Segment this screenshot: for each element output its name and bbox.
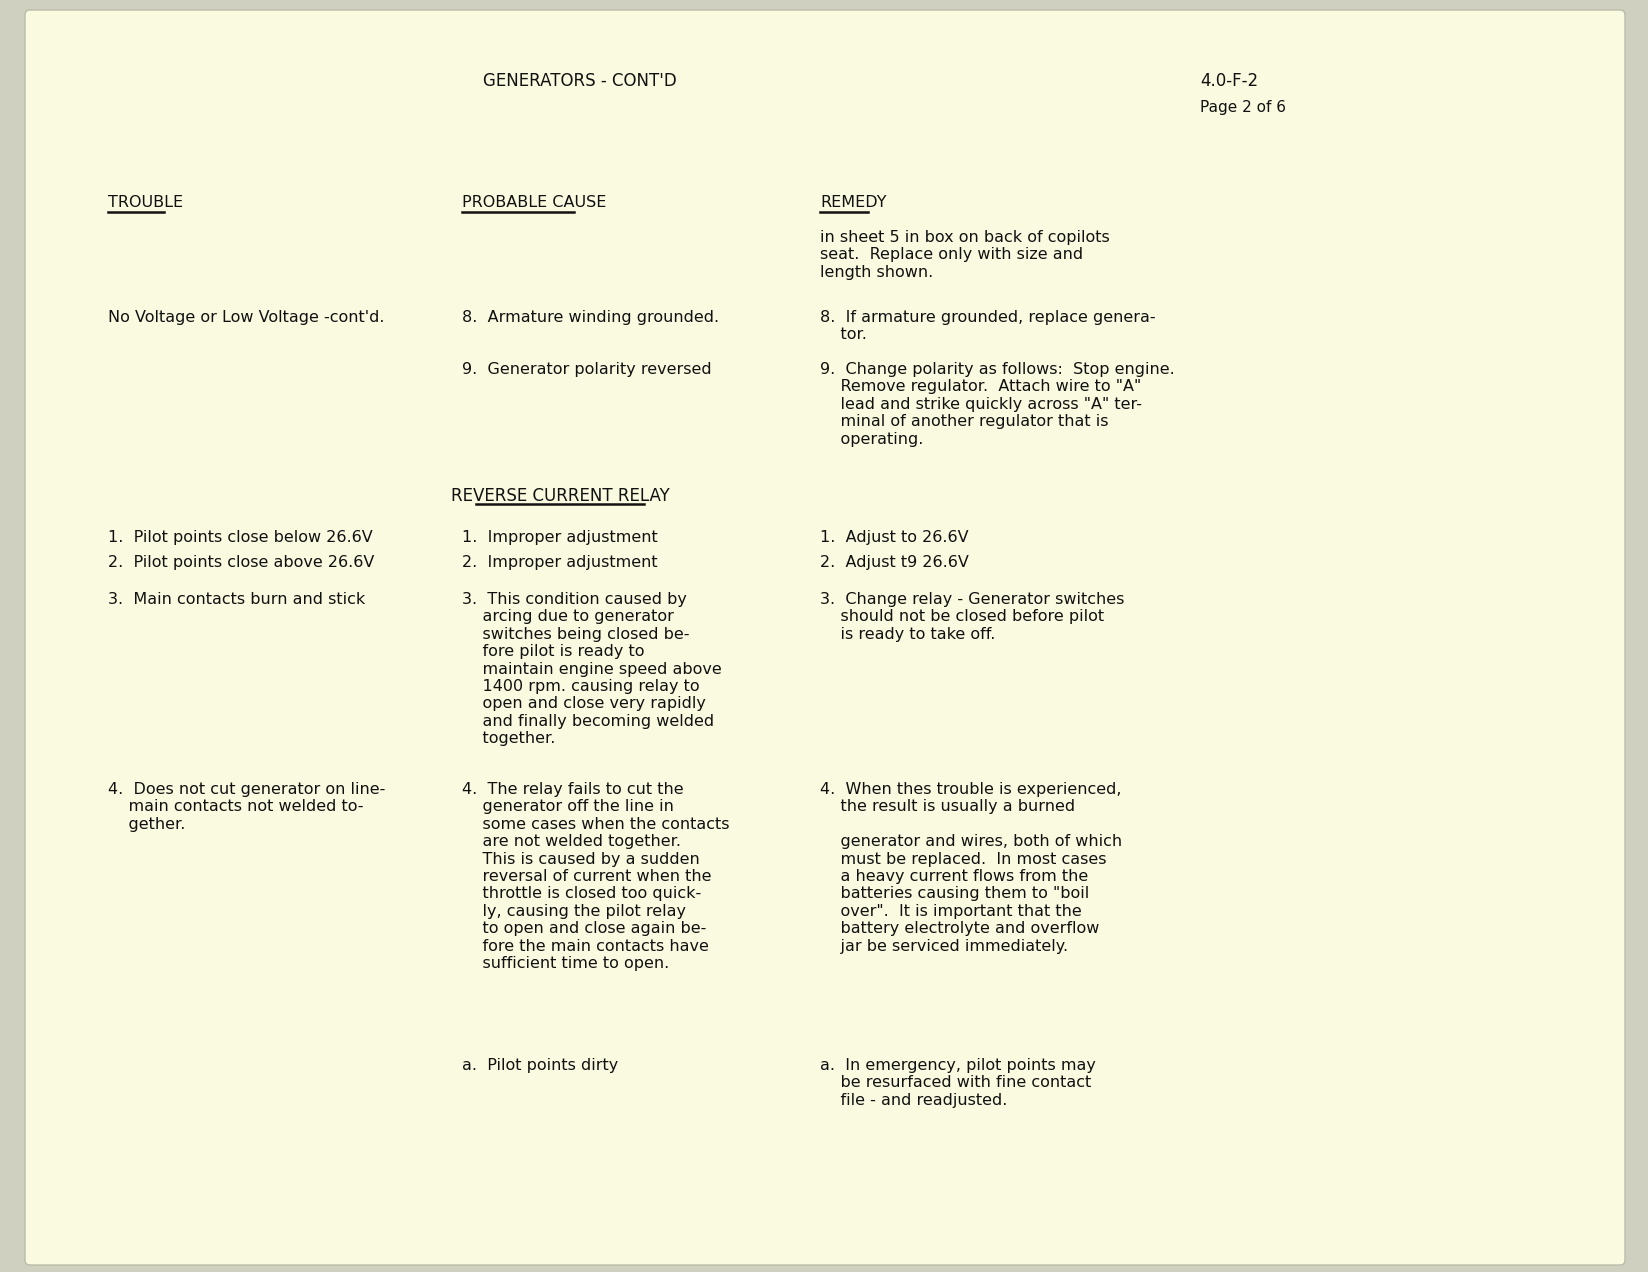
Text: TROUBLE: TROUBLE [107,195,183,210]
Text: Page 2 of 6: Page 2 of 6 [1200,100,1285,114]
Text: 2.  Improper adjustment: 2. Improper adjustment [461,555,658,570]
Text: 4.  When thes trouble is experienced,
    the result is usually a burned

    ge: 4. When thes trouble is experienced, the… [819,782,1121,954]
Text: 1.  Pilot points close below 26.6V: 1. Pilot points close below 26.6V [107,530,372,544]
Text: 3.  Main contacts burn and stick: 3. Main contacts burn and stick [107,591,364,607]
Text: REMEDY: REMEDY [819,195,887,210]
Text: 4.  The relay fails to cut the
    generator off the line in
    some cases when: 4. The relay fails to cut the generator … [461,782,728,971]
Text: 9.  Change polarity as follows:  Stop engine.
    Remove regulator.  Attach wire: 9. Change polarity as follows: Stop engi… [819,363,1173,446]
Text: 4.  Does not cut generator on line-
    main contacts not welded to-
    gether.: 4. Does not cut generator on line- main … [107,782,386,832]
Text: 8.  Armature winding grounded.: 8. Armature winding grounded. [461,310,719,326]
Text: in sheet 5 in box on back of copilots
seat.  Replace only with size and
length s: in sheet 5 in box on back of copilots se… [819,230,1109,280]
Text: 3.  This condition caused by
    arcing due to generator
    switches being clos: 3. This condition caused by arcing due t… [461,591,722,747]
Text: 3.  Change relay - Generator switches
    should not be closed before pilot
    : 3. Change relay - Generator switches sho… [819,591,1124,642]
Text: 2.  Adjust t9 26.6V: 2. Adjust t9 26.6V [819,555,969,570]
Text: 4.0-F-2: 4.0-F-2 [1200,73,1257,90]
Text: REVERSE CURRENT RELAY: REVERSE CURRENT RELAY [450,487,669,505]
Text: a.  Pilot points dirty: a. Pilot points dirty [461,1058,618,1074]
Text: 2.  Pilot points close above 26.6V: 2. Pilot points close above 26.6V [107,555,374,570]
Text: GENERATORS - CONT'D: GENERATORS - CONT'D [483,73,676,90]
FancyBboxPatch shape [25,10,1623,1264]
Text: 8.  If armature grounded, replace genera-
    tor.: 8. If armature grounded, replace genera-… [819,310,1155,342]
Text: 1.  Improper adjustment: 1. Improper adjustment [461,530,658,544]
Text: 1.  Adjust to 26.6V: 1. Adjust to 26.6V [819,530,967,544]
Text: a.  In emergency, pilot points may
    be resurfaced with fine contact
    file : a. In emergency, pilot points may be res… [819,1058,1096,1108]
Text: 9.  Generator polarity reversed: 9. Generator polarity reversed [461,363,712,377]
Text: PROBABLE CAUSE: PROBABLE CAUSE [461,195,606,210]
Text: No Voltage or Low Voltage -cont'd.: No Voltage or Low Voltage -cont'd. [107,310,384,326]
